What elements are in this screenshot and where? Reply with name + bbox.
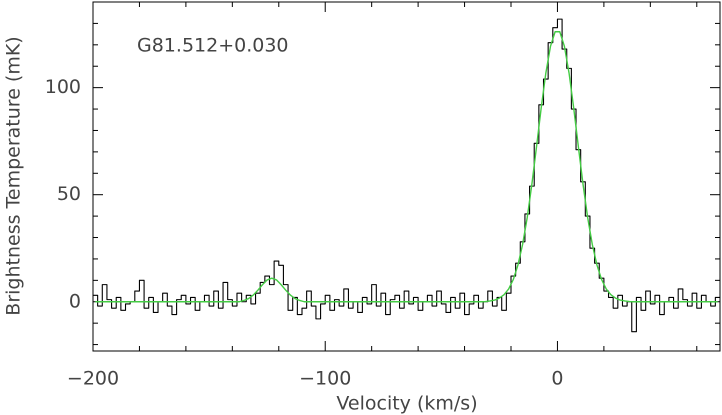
y-tick-label: 100 <box>45 76 81 98</box>
annotation: G81.512+0.030 <box>137 35 289 57</box>
y-tick-label: 50 <box>57 183 81 205</box>
x-tick-label: −100 <box>299 368 351 390</box>
x-axis-label: Velocity (km/s) <box>336 393 477 415</box>
x-tick-label: −200 <box>67 368 119 390</box>
y-axis-label: Brightness Temperature (mK) <box>3 36 25 315</box>
y-tick-label: 0 <box>69 290 81 312</box>
spectrum-line <box>93 18 720 333</box>
fit-line <box>95 31 718 303</box>
plot-frame <box>92 1 721 352</box>
x-tick-label: 0 <box>551 368 563 390</box>
